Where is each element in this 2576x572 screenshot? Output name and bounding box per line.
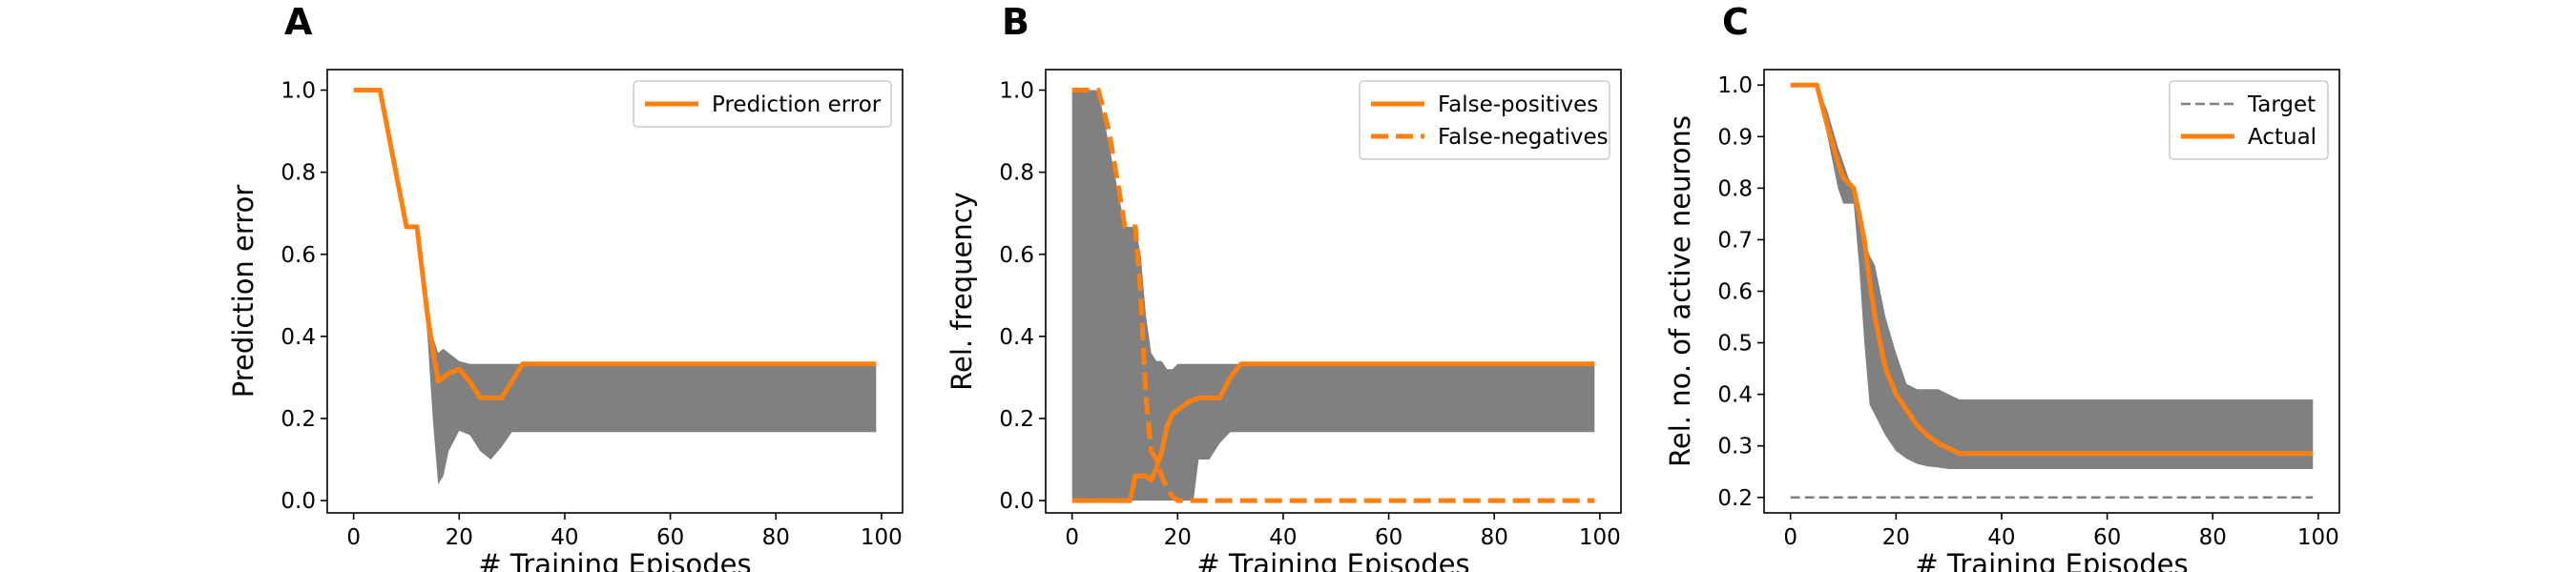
series-line-actual: [1790, 82, 2314, 457]
legend-box: [633, 80, 892, 128]
y-tick-label: 0.8: [1717, 176, 1753, 201]
y-axis-label: Rel. frequency: [945, 192, 978, 391]
legend-label: Actual: [2248, 125, 2316, 150]
y-tick-label: 0.4: [280, 325, 316, 350]
legend: False-positives False-negatives: [1359, 80, 1610, 160]
x-tick-label: 20: [446, 525, 473, 550]
x-tick-label: 20: [1164, 525, 1192, 550]
series-line-prediction-error: [353, 88, 877, 400]
x-axis-label: # Training Episodes: [1196, 548, 1469, 572]
x-axis-label: # Training Episodes: [1915, 548, 2188, 572]
x-tick-label: 0: [346, 525, 361, 550]
y-tick-label: 0.6: [999, 243, 1034, 268]
y-tick-label: 0.3: [1717, 435, 1753, 460]
y-tick-label: 1.0: [280, 79, 316, 104]
x-tick-label: 80: [762, 525, 790, 550]
series-line-false-negatives: [1071, 88, 1595, 503]
legend: Target Actual: [2169, 80, 2329, 160]
y-tick-label: 0.8: [999, 161, 1034, 186]
x-tick-label: 40: [1269, 525, 1297, 550]
y-tick-label: 0.0: [280, 489, 316, 514]
axes-frame: [326, 69, 904, 514]
y-tick-label: 1.0: [1717, 73, 1753, 98]
y-tick-label: 0.6: [280, 243, 316, 268]
axes-frame: [1045, 69, 1622, 514]
y-tick-label: 0.9: [1717, 125, 1753, 150]
y-tick-label: 0.6: [1717, 280, 1753, 305]
panel-c: C 0 20 40 60 80 100 0.2 0.3 0.4 0.5 0.6 0.7 0.8 0.9 1.0…: [1664, 1, 2340, 572]
y-tick-label: 0.4: [999, 325, 1034, 350]
legend-label: Prediction error: [712, 92, 882, 117]
legend: Prediction error: [633, 80, 892, 128]
legend-label: False-positives: [1438, 92, 1598, 117]
x-tick-label: 20: [1882, 525, 1910, 550]
legend-label: False-negatives: [1438, 125, 1609, 150]
x-tick-label: 40: [551, 525, 578, 550]
panel-b: B 0 20 40 60 80 100 0.0 0.2 0.4 0.6 0.8 1.0 # Trainin…: [945, 1, 1622, 572]
panel-letter: B: [1002, 1, 1029, 43]
x-tick-label: 60: [1375, 525, 1402, 550]
y-tick-label: 0.7: [1717, 228, 1753, 253]
y-tick-label: 1.0: [999, 79, 1034, 104]
legend-box: [1359, 80, 1610, 160]
x-tick-label: 100: [2297, 525, 2339, 550]
x-tick-label: 100: [1579, 525, 1621, 550]
x-tick-label: 0: [1783, 525, 1797, 550]
y-axis-label: Rel. no. of active neurons: [1664, 115, 1696, 467]
y-tick-label: 0.5: [1717, 332, 1753, 357]
y-axis-label: Prediction error: [227, 185, 260, 398]
panel-letter: A: [284, 1, 313, 43]
x-tick-label: 100: [861, 525, 903, 550]
y-tick-label: 0.0: [999, 489, 1034, 514]
legend-box: [2169, 80, 2329, 160]
panel-a: A 0 20 40 60 80 100 0.0 0.2 0.4 0.6 0.8 1.0 # Trainin…: [227, 1, 904, 572]
y-tick-label: 0.2: [999, 407, 1034, 432]
x-tick-label: 80: [2199, 525, 2227, 550]
x-tick-label: 40: [1987, 525, 2015, 550]
y-tick-label: 0.2: [280, 407, 316, 432]
series-line-false-positives: [1071, 361, 1595, 503]
y-tick-label: 0.4: [1717, 383, 1753, 408]
x-axis-label: # Training Episodes: [478, 548, 751, 572]
y-tick-label: 0.2: [1717, 486, 1753, 511]
x-tick-label: 60: [2093, 525, 2121, 550]
std-band: [1790, 85, 2314, 469]
y-tick-label: 0.8: [280, 161, 316, 186]
legend-label: Target: [2247, 92, 2316, 117]
x-tick-label: 60: [656, 525, 684, 550]
x-tick-label: 80: [1481, 525, 1508, 550]
std-band: [353, 90, 877, 484]
x-tick-label: 0: [1065, 525, 1079, 550]
panel-letter: C: [1722, 1, 1749, 43]
